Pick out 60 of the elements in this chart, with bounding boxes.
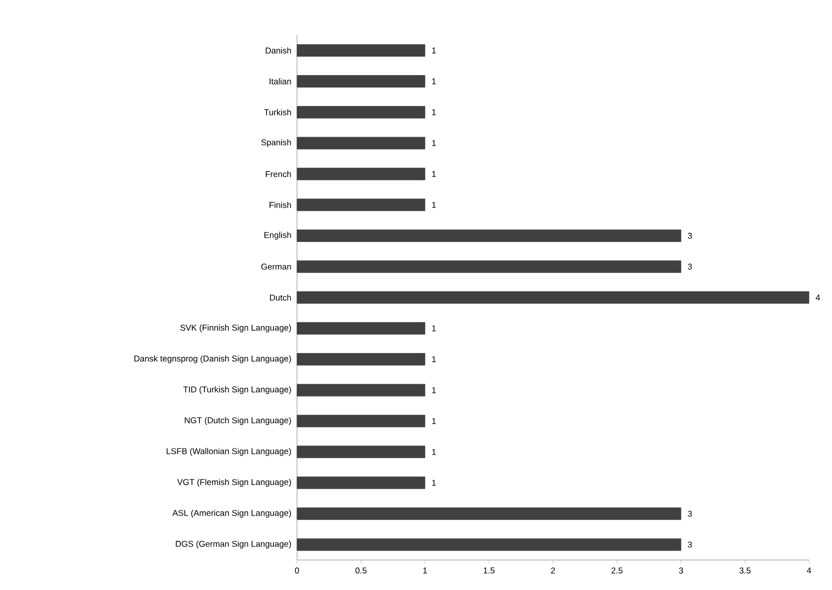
- bar: [296, 414, 426, 428]
- bar: [296, 446, 426, 458]
- bar: [296, 538, 682, 551]
- data-label: 3: [688, 542, 692, 548]
- y-tick-label: German: [261, 264, 291, 270]
- data-label: 1: [432, 325, 436, 332]
- y-tick-label: French: [266, 170, 291, 178]
- bar: [296, 476, 426, 489]
- data-label: 1: [432, 387, 436, 394]
- bar: [296, 260, 682, 273]
- bar: [296, 291, 810, 304]
- y-tick-label: Finish: [270, 202, 291, 208]
- bar: [296, 136, 426, 150]
- data-label: 4: [816, 294, 820, 300]
- bar: [296, 75, 426, 88]
- data-label: 1: [432, 140, 436, 146]
- bar: [296, 230, 682, 242]
- bar: [296, 507, 682, 520]
- data-label: 3: [688, 264, 692, 270]
- data-label: 3: [688, 232, 692, 239]
- x-tick-label: 2.5: [612, 568, 623, 574]
- y-tick-label: Spanish: [261, 139, 291, 148]
- data-label: 3: [688, 510, 692, 517]
- y-tick-label: Turkish: [264, 109, 291, 116]
- x-tick-label: 0: [294, 568, 300, 574]
- x-tick-label: 1: [423, 568, 427, 574]
- y-tick-label: Danish: [266, 47, 291, 54]
- bar: [296, 44, 426, 57]
- data-label: 1: [432, 449, 436, 455]
- x-tick-label: 2: [551, 568, 555, 574]
- data-label: 1: [432, 418, 436, 424]
- y-tick-label: ASL (American Sign Language): [172, 510, 291, 518]
- bar: [296, 384, 426, 396]
- y-tick-label: Dutch: [270, 294, 291, 301]
- y-tick-label: English: [264, 232, 291, 240]
- y-tick-label: LSFB (Wallonian Sign Language): [166, 448, 291, 456]
- data-label: 1: [432, 202, 436, 208]
- x-tick-label: 3: [678, 568, 683, 574]
- data-label: 1: [432, 480, 436, 486]
- data-label: 1: [432, 109, 436, 116]
- x-tick-label: 4: [806, 568, 812, 574]
- bar: [296, 198, 426, 212]
- x-tick-label: 3.5: [739, 568, 751, 574]
- bar: [296, 353, 426, 366]
- y-tick-label: TID (Turkish Sign Language): [183, 386, 291, 394]
- y-tick-label: DGS (German Sign Language): [176, 540, 291, 549]
- x-tick-label: 0.5: [355, 568, 367, 574]
- x-tick-label: 1.5: [484, 568, 495, 574]
- bar: [296, 106, 426, 118]
- data-label: 1: [432, 48, 436, 54]
- data-label: 1: [432, 356, 436, 362]
- y-tick-label: NGT (Dutch Sign Language): [184, 417, 291, 425]
- data-label: 1: [432, 78, 436, 84]
- data-label: 1: [432, 171, 436, 177]
- y-tick-label: Italian: [270, 78, 291, 84]
- bar: [296, 168, 426, 180]
- y-tick-label: VGT (Flemish Sign Language): [177, 478, 291, 487]
- y-tick-label: SVK (Finnish Sign Language): [180, 324, 291, 332]
- y-tick-label: Dansk tegnsprog (Danish Sign Language): [134, 355, 291, 364]
- bar: [296, 322, 426, 335]
